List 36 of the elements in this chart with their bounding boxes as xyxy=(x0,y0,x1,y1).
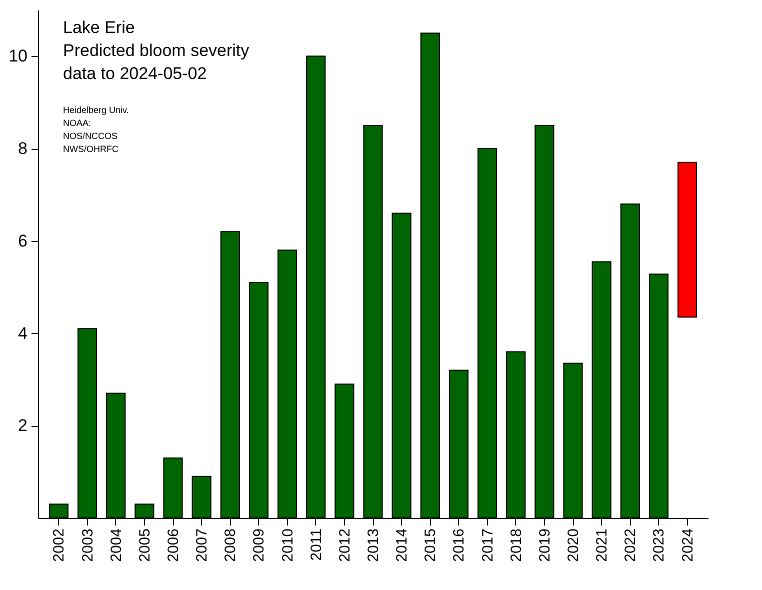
y-tick-label: 2 xyxy=(18,416,28,436)
x-tick-label: 2009 xyxy=(250,528,268,562)
annotation: NOAA: xyxy=(63,118,92,128)
bar xyxy=(678,162,698,318)
x-tick-label: 2016 xyxy=(450,528,468,562)
x-tick-label: 2005 xyxy=(136,528,154,562)
annotation: NWS/OHRFC xyxy=(63,144,119,154)
annotation: Heidelberg Univ. xyxy=(63,105,129,115)
x-tick-label: 2006 xyxy=(165,528,182,562)
x-tick-label: 2022 xyxy=(622,528,640,562)
x-tick-label: 2021 xyxy=(594,528,611,562)
x-tick-label: 2007 xyxy=(194,528,211,562)
x-tick-label: 2020 xyxy=(565,528,582,562)
y-tick-label: 6 xyxy=(18,231,28,250)
x-tick-label: 2017 xyxy=(479,528,496,562)
y-tick-label: 8 xyxy=(18,139,28,158)
x-tick-label: 2002 xyxy=(50,528,68,562)
y-tick-label: 4 xyxy=(18,324,28,343)
x-tick-label: 2011 xyxy=(308,528,325,561)
x-tick-label: 2024 xyxy=(679,528,696,562)
annotation: Predicted bloom severity xyxy=(63,41,250,60)
y-tick-label: 10 xyxy=(8,46,28,66)
x-tick-label: 2010 xyxy=(279,528,296,562)
x-tick-label: 2014 xyxy=(394,528,411,562)
x-tick-label: 2019 xyxy=(536,528,554,562)
annotation: NOS/NCCOS xyxy=(63,131,118,141)
x-tick-label: 2013 xyxy=(365,528,382,562)
x-tick-label: 2003 xyxy=(79,528,96,562)
x-tick-label: 2023 xyxy=(650,528,668,562)
x-tick-label: 2012 xyxy=(336,528,354,562)
x-tick-label: 2008 xyxy=(222,528,240,562)
annotation: Lake Erie xyxy=(63,18,135,37)
annotation: data to 2024-05-02 xyxy=(63,64,207,83)
x-tick-label: 2004 xyxy=(108,528,125,562)
x-tick-label: 2018 xyxy=(508,528,525,562)
x-tick-label: 2015 xyxy=(422,528,440,562)
